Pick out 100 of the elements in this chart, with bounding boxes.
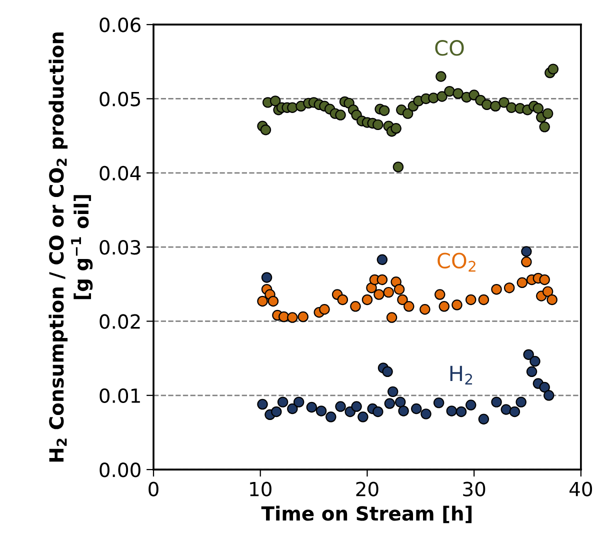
point	[394, 284, 405, 295]
point	[530, 356, 540, 367]
point	[384, 398, 396, 409]
point	[316, 406, 327, 416]
point	[504, 282, 515, 294]
point	[358, 412, 368, 422]
point	[434, 289, 446, 300]
point	[382, 366, 393, 378]
point	[392, 162, 404, 172]
point	[433, 397, 444, 408]
y-tick-label: 0.06	[100, 18, 140, 32]
point	[350, 301, 361, 312]
point	[337, 294, 348, 306]
point	[542, 286, 554, 297]
point	[257, 398, 268, 410]
point	[376, 254, 388, 266]
point	[438, 301, 450, 312]
point	[411, 403, 422, 414]
point	[444, 86, 455, 97]
point	[542, 108, 554, 119]
point	[526, 366, 538, 378]
point	[516, 277, 528, 288]
point	[500, 404, 512, 415]
point	[397, 294, 408, 306]
point	[498, 97, 510, 108]
point	[428, 92, 439, 104]
y-tick-label: 0.02	[100, 314, 140, 329]
x-axis-title: Time on Stream [h]	[261, 506, 472, 524]
point	[335, 110, 346, 120]
x-tick-label: 20	[356, 482, 378, 496]
point	[287, 403, 298, 414]
point	[257, 296, 268, 307]
point	[390, 123, 402, 134]
point	[548, 64, 559, 74]
point	[383, 286, 394, 298]
y-tick-label: 0.01	[100, 388, 140, 404]
series-label: CO$_{2}$	[438, 252, 476, 272]
point	[456, 406, 467, 418]
point	[436, 91, 448, 102]
point	[378, 105, 390, 116]
x-tick-label: 30	[463, 482, 486, 496]
text: H$_{2}$ Consumption / CO or CO$_{2}$ production [g g$^{−1}$ oil]	[48, 32, 93, 462]
point	[539, 382, 550, 393]
point	[509, 406, 520, 418]
point	[261, 272, 272, 283]
y-tick-label: 0.00	[100, 462, 140, 478]
point	[319, 304, 330, 315]
y-tick-label: 0.04	[100, 166, 141, 181]
point	[532, 103, 544, 114]
point	[351, 401, 362, 412]
x-tick-label: 10	[250, 482, 272, 496]
point	[478, 294, 490, 306]
point	[335, 401, 346, 412]
point	[260, 124, 272, 136]
point	[362, 294, 373, 306]
point	[278, 311, 290, 322]
point	[466, 294, 476, 306]
point	[372, 119, 384, 130]
point	[491, 396, 502, 408]
point	[516, 396, 526, 408]
point	[404, 301, 414, 312]
point	[293, 396, 304, 408]
series-label: H$_{2}$	[450, 366, 472, 384]
point	[277, 396, 288, 408]
y-tick-label: 0.05	[100, 92, 140, 106]
series-label: CO	[435, 40, 464, 56]
point	[376, 274, 388, 286]
point	[436, 71, 446, 82]
x-tick-label: 40	[570, 482, 592, 496]
point	[452, 88, 464, 99]
point	[420, 304, 430, 315]
point	[482, 99, 492, 110]
point	[490, 100, 501, 112]
x-tick-label: 0	[148, 482, 158, 496]
point	[544, 390, 554, 401]
point	[478, 414, 490, 424]
point	[398, 406, 409, 416]
point	[268, 296, 279, 307]
point	[394, 396, 406, 408]
y-tick-label: 0.03	[100, 240, 140, 255]
point	[388, 386, 398, 398]
point	[420, 408, 432, 420]
point	[287, 102, 298, 113]
point	[466, 400, 476, 410]
point	[372, 406, 384, 418]
point	[270, 96, 281, 106]
point	[521, 256, 532, 268]
point	[523, 349, 534, 360]
point	[306, 402, 318, 413]
point	[287, 312, 298, 323]
point	[326, 412, 336, 422]
point	[546, 294, 558, 306]
point	[271, 406, 282, 418]
point	[491, 284, 502, 295]
point	[374, 289, 384, 300]
point	[521, 246, 532, 257]
point	[386, 312, 398, 323]
point	[298, 311, 308, 322]
point	[402, 108, 414, 119]
point	[446, 406, 457, 416]
